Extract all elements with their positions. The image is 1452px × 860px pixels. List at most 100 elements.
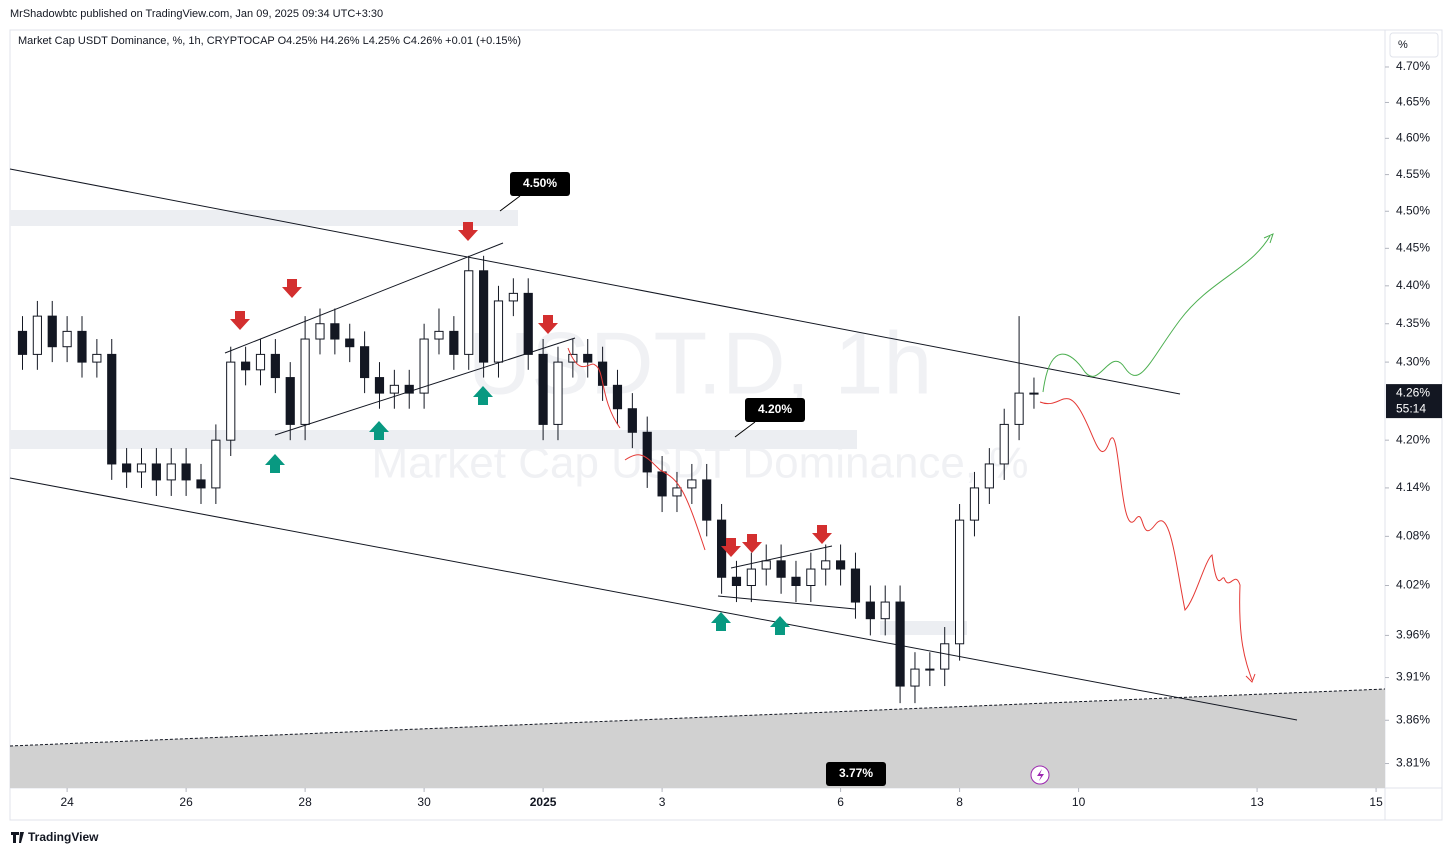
candles — [17, 255, 1039, 704]
candle-body — [449, 330, 459, 355]
candle-body — [583, 353, 593, 363]
candle-body — [969, 487, 980, 521]
y-tick-label: 4.60% — [1396, 131, 1430, 145]
annotation-pointer — [734, 421, 756, 438]
path-sketch — [567, 347, 621, 429]
candle-body — [419, 338, 429, 394]
candle-body — [270, 353, 280, 379]
projection-up — [1042, 235, 1271, 393]
x-tick-label: 13 — [1250, 795, 1264, 809]
y-tick-label: 4.65% — [1396, 95, 1430, 109]
y-tick-label: 3.81% — [1396, 756, 1430, 770]
y-tick-label: 4.55% — [1396, 167, 1430, 181]
x-tick-label: 10 — [1072, 795, 1086, 809]
candle-body — [389, 384, 399, 394]
candle-body — [910, 668, 920, 687]
zone — [10, 430, 857, 449]
x-tick-label: 24 — [60, 795, 74, 809]
dashed-line — [9, 688, 1386, 747]
x-tick-label: 30 — [417, 795, 431, 809]
y-tick-label: 4.45% — [1396, 241, 1430, 255]
candle-body — [672, 487, 682, 497]
unit-button[interactable] — [1389, 32, 1439, 58]
annotation: 4.20% — [758, 402, 792, 416]
candle-body — [226, 361, 236, 441]
candle-body — [523, 292, 533, 355]
symbol-legend: Market Cap USDT Dominance, %, 1h, CRYPTO… — [18, 35, 521, 47]
annotation-box — [510, 172, 570, 196]
candle-body — [984, 463, 994, 489]
y-tick-label: 3.86% — [1396, 712, 1430, 726]
candle-body — [241, 361, 251, 371]
candle-body — [181, 463, 191, 481]
candle-body — [612, 384, 623, 410]
candle-body — [1029, 392, 1039, 395]
y-tick-label: 4.14% — [1396, 480, 1430, 494]
buy-arrows — [265, 386, 790, 635]
candle-body — [687, 479, 697, 489]
x-tick-label: 28 — [298, 795, 312, 809]
trend-line — [224, 242, 504, 354]
candle-body — [538, 353, 548, 425]
sell-arrows — [230, 222, 832, 557]
candle-body — [954, 519, 965, 645]
candle-body — [479, 270, 489, 363]
candle-body — [865, 601, 875, 620]
candle-body — [62, 330, 72, 348]
y-tick-label: 4.20% — [1396, 432, 1430, 446]
trend-line — [9, 477, 1298, 721]
candle-body — [330, 323, 340, 340]
watermark-ticker: USDT.D, 1h — [468, 313, 933, 412]
footer-logo — [11, 832, 24, 843]
candle-body — [47, 315, 57, 348]
y-tick-label: 4.30% — [1396, 354, 1430, 368]
candle-body — [464, 270, 474, 355]
candle-body — [806, 568, 816, 587]
path-sketch — [624, 454, 706, 551]
candle-body — [999, 423, 1009, 465]
annotation: 3.77% — [839, 766, 873, 780]
candle-body — [731, 576, 742, 587]
candle-body — [553, 361, 563, 425]
x-tick-label: 15 — [1369, 795, 1383, 809]
candle-body — [32, 315, 42, 355]
candle-body — [151, 463, 161, 481]
zone — [880, 621, 967, 635]
candle-body — [434, 330, 444, 340]
candle-body — [196, 479, 206, 489]
x-tick-label: 2025 — [530, 795, 557, 809]
y-tick-label: 4.08% — [1396, 529, 1430, 543]
candle-body — [77, 330, 87, 363]
candle-body — [92, 353, 102, 363]
candle-body — [836, 560, 846, 570]
publisher-line: MrShadowbtc published on TradingView.com… — [10, 8, 383, 20]
support-zone — [10, 689, 1385, 788]
unit-button-label[interactable]: % — [1398, 39, 1408, 51]
y-tick-label: 3.96% — [1396, 628, 1430, 642]
y-tick-label: 4.40% — [1396, 278, 1430, 292]
candle-body — [746, 568, 756, 587]
candle-body — [657, 471, 667, 497]
candle-body — [940, 643, 950, 670]
event-icon-bolt — [1037, 769, 1044, 781]
x-tick-label: 8 — [956, 795, 963, 809]
annotation: 4.50% — [523, 176, 557, 190]
footer-brand: TradingView — [28, 830, 99, 844]
candle-body — [598, 361, 608, 386]
projection-arrowhead — [1245, 673, 1256, 683]
candle-body — [300, 338, 310, 425]
projection-arrowhead — [1263, 233, 1274, 244]
candle-body — [360, 346, 370, 379]
candle-body — [821, 560, 831, 570]
candle-body — [776, 560, 786, 578]
candle-body — [850, 568, 861, 603]
candle-body — [255, 353, 266, 371]
chart-frame — [9, 29, 1443, 821]
candle-body — [791, 576, 801, 587]
x-tick-label: 3 — [659, 795, 666, 809]
candle-body — [17, 330, 28, 355]
candle-body — [404, 384, 414, 394]
candle-body — [107, 353, 117, 465]
candle-body — [166, 463, 176, 481]
